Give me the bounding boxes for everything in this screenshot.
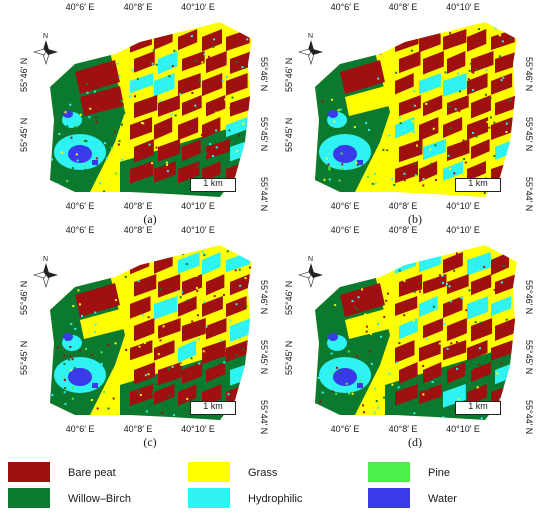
bottom-tick: 40°8′ E bbox=[123, 424, 153, 434]
map-panel-a: N 40°6′ E 40°8′ E 40°10′ E 40°6′ E 40°8′… bbox=[19, 2, 280, 226]
legend-swatch bbox=[368, 462, 410, 482]
legend-label: Grass bbox=[248, 467, 278, 479]
legend-swatch bbox=[8, 488, 50, 508]
right-tick: 55°44′ N bbox=[524, 400, 534, 435]
svg-text:N: N bbox=[308, 256, 313, 263]
top-tick: 40°8′ E bbox=[388, 225, 418, 235]
left-tick: 55°45′ N bbox=[284, 340, 294, 375]
panel-caption: (b) bbox=[408, 212, 422, 226]
bottom-tick: 40°10′ E bbox=[181, 424, 215, 434]
north-arrow-icon: N bbox=[297, 33, 323, 66]
bottom-tick: 40°8′ E bbox=[388, 424, 418, 434]
right-tick: 55°45′ N bbox=[259, 117, 269, 152]
legend-swatch bbox=[8, 462, 50, 482]
classification-map-d: N bbox=[297, 245, 517, 420]
legend-swatch bbox=[188, 488, 230, 508]
bottom-tick: 40°6′ E bbox=[65, 201, 95, 211]
legend-label: Water bbox=[428, 493, 457, 505]
top-tick: 40°10′ E bbox=[446, 225, 480, 235]
right-tick: 55°45′ N bbox=[524, 117, 534, 152]
top-tick: 40°10′ E bbox=[181, 2, 215, 12]
map-area bbox=[50, 245, 252, 420]
panel-caption: (a) bbox=[143, 212, 157, 226]
map-panel-c: N 40°6′ E 40°8′ E 40°10′ E 40°6′ E 40°8′… bbox=[19, 225, 280, 449]
bottom-tick: 40°10′ E bbox=[446, 424, 480, 434]
right-tick: 55°46′ N bbox=[259, 280, 269, 315]
svg-text:N: N bbox=[43, 256, 48, 263]
top-tick: 40°10′ E bbox=[181, 225, 215, 235]
left-tick: 55°45′ N bbox=[19, 340, 29, 375]
left-tick: 55°46′ N bbox=[284, 280, 294, 315]
legend-swatch bbox=[368, 488, 410, 508]
north-arrow-icon: N bbox=[32, 33, 58, 66]
top-tick: 40°8′ E bbox=[388, 2, 418, 12]
top-tick: 40°6′ E bbox=[330, 2, 360, 12]
north-arrow-icon: N bbox=[297, 256, 323, 289]
bottom-tick: 40°6′ E bbox=[330, 424, 360, 434]
right-tick: 55°44′ N bbox=[259, 400, 269, 435]
classification-map-b: N bbox=[297, 22, 517, 197]
left-tick: 55°46′ N bbox=[19, 280, 29, 315]
legend-swatch bbox=[188, 462, 230, 482]
map-panel-d: N 40°6′ E 40°8′ E 40°10′ E 40°6′ E 40°8′… bbox=[284, 225, 545, 449]
left-tick: 55°46′ N bbox=[284, 57, 294, 92]
north-arrow-icon: N bbox=[32, 256, 58, 289]
top-tick: 40°6′ E bbox=[65, 225, 95, 235]
map-area bbox=[315, 22, 517, 197]
bottom-tick: 40°6′ E bbox=[65, 424, 95, 434]
scale-bar: 1 km bbox=[190, 401, 236, 415]
right-tick: 55°46′ N bbox=[259, 57, 269, 92]
top-tick: 40°6′ E bbox=[330, 225, 360, 235]
scale-bar: 1 km bbox=[455, 178, 501, 192]
legend-label: Hydrophilic bbox=[248, 493, 303, 505]
top-tick: 40°10′ E bbox=[446, 2, 480, 12]
right-tick: 55°46′ N bbox=[524, 57, 534, 92]
classification-map-a: N bbox=[32, 22, 252, 197]
classification-map-c: N bbox=[32, 245, 252, 420]
bottom-tick: 40°8′ E bbox=[123, 201, 153, 211]
map-area bbox=[50, 22, 252, 197]
left-tick: 55°46′ N bbox=[19, 57, 29, 92]
left-tick: 55°45′ N bbox=[19, 117, 29, 152]
legend-label: Pine bbox=[428, 467, 451, 479]
bottom-tick: 40°10′ E bbox=[446, 201, 480, 211]
bottom-tick: 40°8′ E bbox=[388, 201, 418, 211]
panel-caption: (d) bbox=[408, 435, 422, 449]
bottom-tick: 40°6′ E bbox=[330, 201, 360, 211]
right-tick: 55°45′ N bbox=[259, 340, 269, 375]
right-tick: 55°45′ N bbox=[524, 340, 534, 375]
bottom-tick: 40°10′ E bbox=[181, 201, 215, 211]
left-tick: 55°45′ N bbox=[284, 117, 294, 152]
right-tick: 55°46′ N bbox=[524, 280, 534, 315]
scale-bar: 1 km bbox=[190, 178, 236, 192]
legend: Bare peat Grass Pine Willow–Birch Hydrop… bbox=[0, 452, 550, 514]
top-tick: 40°6′ E bbox=[65, 2, 95, 12]
top-tick: 40°8′ E bbox=[123, 2, 153, 12]
map-panel-b: N 40°6′ E 40°8′ E 40°10′ E 40°6′ E 40°8′… bbox=[284, 2, 545, 226]
legend-label: Willow–Birch bbox=[68, 493, 131, 505]
scale-bar: 1 km bbox=[455, 401, 501, 415]
right-tick: 55°44′ N bbox=[259, 177, 269, 212]
svg-text:N: N bbox=[308, 33, 313, 40]
right-tick: 55°44′ N bbox=[524, 177, 534, 212]
panel-caption: (c) bbox=[143, 435, 157, 449]
legend-label: Bare peat bbox=[68, 467, 116, 479]
svg-text:N: N bbox=[43, 33, 48, 40]
top-tick: 40°8′ E bbox=[123, 225, 153, 235]
map-area bbox=[315, 245, 517, 420]
